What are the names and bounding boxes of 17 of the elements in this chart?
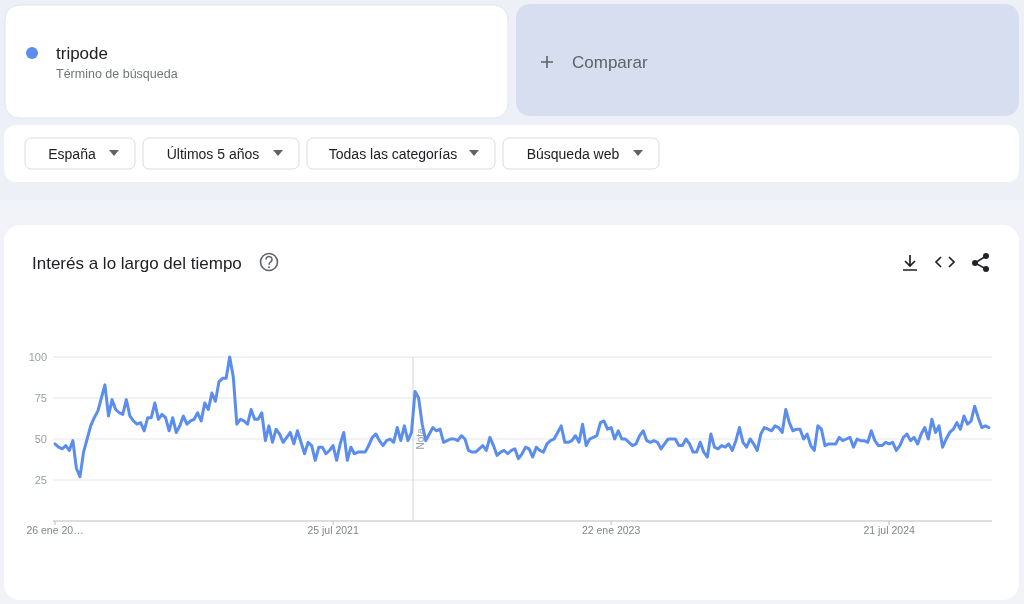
legend-label: tripode — [56, 44, 108, 63]
y-tick-label: 100 — [28, 351, 47, 363]
text: Todas las categorías — [328, 146, 458, 162]
text: Término de búsqueda — [56, 67, 178, 81]
y-tick-label: 25 — [34, 474, 47, 486]
chart-title: Interés a lo largo del tiempo — [32, 254, 242, 273]
x-tick-label: 25 jul 2021 — [307, 524, 359, 536]
line-series — [53, 355, 991, 479]
text: Comparar — [572, 53, 648, 72]
text: España — [48, 146, 96, 162]
x-tick-label: 21 jul 2024 — [863, 524, 915, 536]
y-tick-label: 75 — [34, 392, 47, 404]
text: Búsqueda web — [526, 146, 620, 162]
y-tick-label: 50 — [34, 433, 47, 445]
x-tick-label: 26 ene 20… — [26, 524, 84, 536]
x-tick-label: 22 ene 2023 — [581, 524, 641, 536]
text: Últimos 5 años — [166, 146, 260, 162]
